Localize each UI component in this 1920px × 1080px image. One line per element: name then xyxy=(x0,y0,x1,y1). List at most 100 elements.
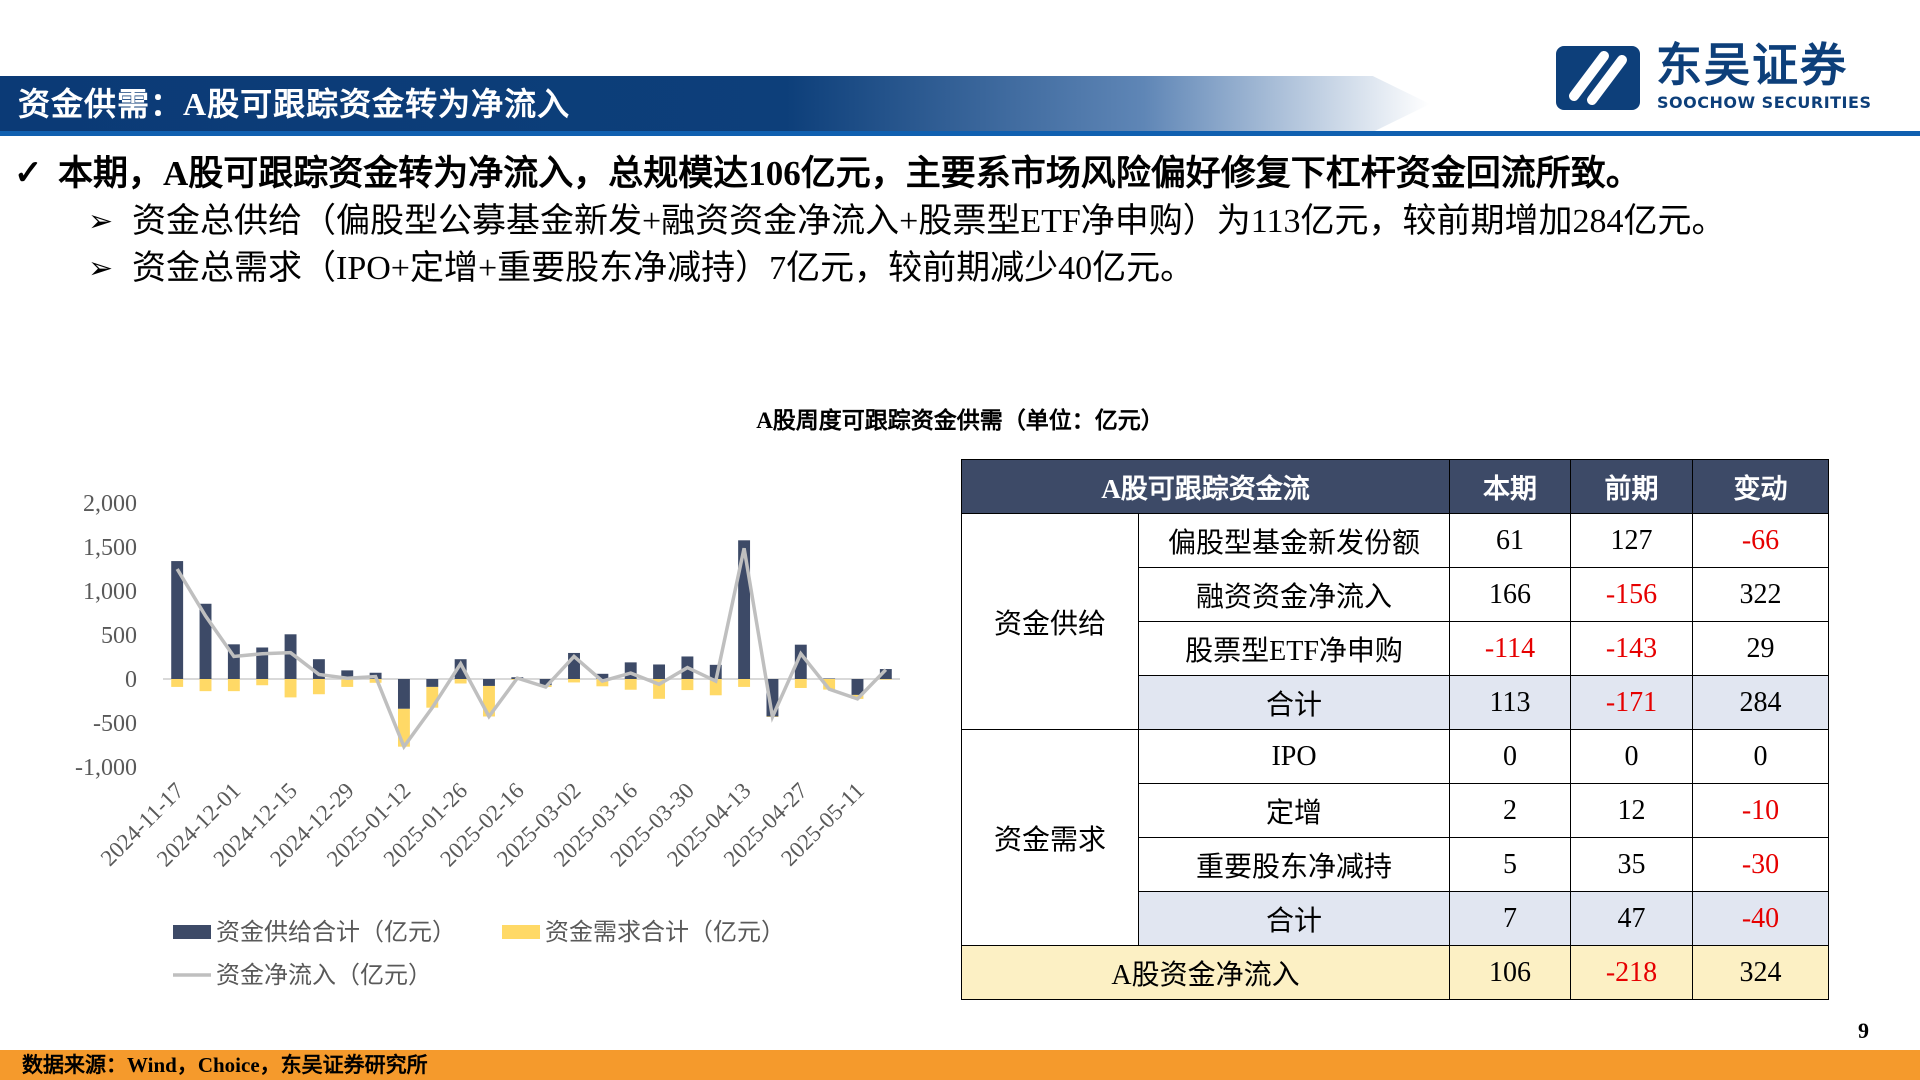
value-cell: 324 xyxy=(1692,945,1829,1000)
header-cell: 变动 xyxy=(1692,459,1829,514)
row-label: 融资资金净流入 xyxy=(1138,567,1450,622)
sub-bullet-row: ➢ 资金总需求（IPO+定增+重要股东净减持）7亿元，较前期减少40亿元。 xyxy=(14,245,1864,292)
logo-subtext: SOOCHOW SECURITIES xyxy=(1657,93,1872,112)
header-cell: A股可跟踪资金流 xyxy=(961,459,1450,514)
header-cell: 本期 xyxy=(1449,459,1571,514)
y-tick-label: -500 xyxy=(93,711,137,737)
value-cell: 47 xyxy=(1570,891,1693,946)
supply-bar xyxy=(709,664,722,679)
supply-bar xyxy=(653,664,666,679)
legend-label: 资金需求合计（亿元） xyxy=(545,919,785,946)
value-cell: 12 xyxy=(1570,783,1693,838)
chart: 2,0001,5001,0005000-500-1,0002024-11-172… xyxy=(75,491,900,989)
value-cell: -10 xyxy=(1692,783,1829,838)
demand-bar xyxy=(568,679,580,683)
page-title: 资金供需：A股可跟踪资金转为净流入 xyxy=(18,86,571,122)
row-label: A股资金净流入 xyxy=(961,945,1450,1000)
divider xyxy=(0,131,1920,136)
arrow-icon: ➢ xyxy=(88,205,114,238)
supply-bar xyxy=(341,670,354,679)
demand-bar xyxy=(454,679,467,684)
value-cell: 7 xyxy=(1449,891,1571,946)
y-tick-label: 1,000 xyxy=(83,579,137,605)
y-tick-label: 1,500 xyxy=(83,535,137,561)
bullet-list: ✓ 本期，A股可跟踪资金转为净流入，总规模达106亿元，主要系市场风险偏好修复下… xyxy=(14,150,1864,292)
value-cell: -40 xyxy=(1692,891,1829,946)
sub-bullet: 资金总需求（IPO+定增+重要股东净减持）7亿元，较前期减少40亿元。 xyxy=(132,250,1195,287)
source-note: 数据来源：Wind，Choice，东吴证券研究所 xyxy=(22,1053,428,1077)
supply-bar xyxy=(568,652,580,679)
value-cell: 322 xyxy=(1692,567,1829,622)
main-bullet: 本期，A股可跟踪资金转为净流入，总规模达106亿元，主要系市场风险偏好修复下杠杆… xyxy=(58,154,1641,193)
demand-bar xyxy=(794,679,807,688)
value-cell: 113 xyxy=(1449,675,1571,730)
supply-bar xyxy=(227,644,240,679)
header-cell: 前期 xyxy=(1570,459,1693,514)
demand-bar xyxy=(483,685,495,717)
row-label: 股票型ETF净申购 xyxy=(1138,621,1450,676)
net-inflow-row: A股资金净流入 106 -218 324 xyxy=(961,945,1829,1000)
value-cell: -218 xyxy=(1570,945,1693,1000)
demand-bar xyxy=(653,679,666,699)
demand-bar xyxy=(624,679,637,690)
title-bar: 资金供需：A股可跟踪资金转为净流入 xyxy=(0,76,1430,132)
demand-bar xyxy=(199,679,212,692)
legend-label: 资金净流入（亿元） xyxy=(216,962,432,989)
supply-bar xyxy=(426,679,439,687)
supply-bar xyxy=(851,679,864,695)
demand-bar xyxy=(426,686,439,708)
value-cell: 0 xyxy=(1449,729,1571,784)
value-cell: 0 xyxy=(1570,729,1693,784)
supply-bar xyxy=(738,540,751,679)
group-label: 资金需求 xyxy=(961,729,1139,946)
supply-bar xyxy=(199,603,212,679)
y-tick-label: 0 xyxy=(125,667,137,693)
demand-bar xyxy=(284,679,297,698)
demand-bar xyxy=(341,679,354,687)
demand-bar xyxy=(312,679,325,695)
net-inflow-line xyxy=(175,547,888,751)
value-cell: 106 xyxy=(1449,945,1571,1000)
row-label: 合计 xyxy=(1138,891,1450,946)
demand-bar xyxy=(256,679,269,686)
value-cell: 166 xyxy=(1449,567,1571,622)
row-label: IPO xyxy=(1138,729,1450,784)
value-cell: -143 xyxy=(1570,621,1693,676)
value-cell: -66 xyxy=(1692,513,1829,568)
supply-bar xyxy=(596,673,609,679)
demand-bar xyxy=(738,679,751,687)
page-number: 9 xyxy=(1858,1018,1869,1043)
value-cell: 35 xyxy=(1570,837,1693,892)
table-row: 股票型ETF净申购 -114 -143 29 xyxy=(962,621,1829,676)
value-cell: 29 xyxy=(1692,621,1829,676)
sub-bullet: 资金总供给（偏股型公募基金新发+融资资金净流入+股票型ETF净申购）为113亿元… xyxy=(132,203,1726,240)
demand-bar xyxy=(823,679,836,690)
supply-bar xyxy=(794,644,807,679)
demand-bar xyxy=(397,708,410,747)
demand-bar xyxy=(681,679,694,691)
value-cell: -171 xyxy=(1570,675,1693,730)
group-label: 资金供给 xyxy=(961,513,1139,730)
y-tick-label: 500 xyxy=(101,623,137,649)
supply-bar xyxy=(879,669,892,679)
supply-bar xyxy=(624,662,637,679)
supply-bar xyxy=(483,679,495,686)
main-bullet-row: ✓ 本期，A股可跟踪资金转为净流入，总规模达106亿元，主要系市场风险偏好修复下… xyxy=(14,150,1864,198)
table-row: 合计 7 47 -40 xyxy=(962,891,1829,946)
row-label: 定增 xyxy=(1138,783,1450,838)
value-cell: -30 xyxy=(1692,837,1829,892)
value-cell: -114 xyxy=(1449,621,1571,676)
logo-text: 东吴证券 xyxy=(1656,38,1848,92)
legend-swatch-demand xyxy=(502,925,540,939)
supply-bar xyxy=(454,659,467,679)
table-row: 资金需求 IPO 0 0 0 xyxy=(961,729,1829,946)
y-tick-label: -1,000 xyxy=(75,755,137,781)
y-tick-label: 2,000 xyxy=(83,491,137,517)
supply-bar xyxy=(256,647,269,679)
supply-bar xyxy=(397,679,410,709)
legend-label: 资金供给合计（亿元） xyxy=(216,919,456,946)
table-row: 定增 2 12 -10 xyxy=(962,783,1829,838)
demand-bar xyxy=(709,679,722,696)
row-label: 重要股东净减持 xyxy=(1138,837,1450,892)
sub-bullet-row: ➢ 资金总供给（偏股型公募基金新发+融资资金净流入+股票型ETF净申购）为113… xyxy=(14,198,1864,245)
